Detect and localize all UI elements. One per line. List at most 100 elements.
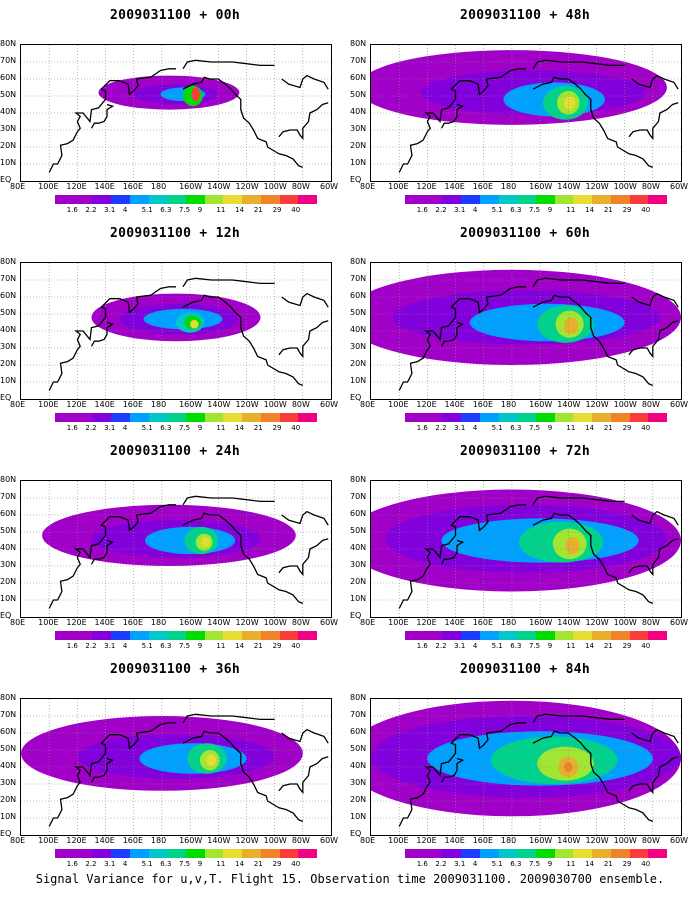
x-tick-label: 140E	[444, 182, 465, 191]
coastline	[281, 728, 329, 744]
x-tick-label: 180	[500, 836, 517, 845]
y-tick-label: 50N	[0, 308, 17, 317]
colorbar-label: 11	[566, 642, 576, 650]
x-tick-label: 140W	[207, 182, 231, 191]
x-tick-label: 80W	[291, 182, 310, 191]
x-tick-label: 160W	[179, 836, 203, 845]
variance-contour	[206, 754, 217, 767]
coastline	[532, 277, 625, 288]
coastline	[628, 756, 679, 795]
y-tick-label: 10N	[0, 158, 17, 167]
coastline	[278, 756, 329, 795]
variance-field	[371, 699, 681, 835]
colorbar-segment	[648, 631, 668, 640]
x-tick-label: 160W	[529, 836, 553, 845]
colorbar-segment	[186, 195, 206, 204]
y-tick-label: 40N	[350, 325, 367, 334]
coastline	[48, 286, 176, 391]
x-tick-label: 120E	[416, 182, 437, 191]
x-tick-label: 160E	[122, 618, 144, 627]
y-tick-label: EQ	[350, 611, 362, 620]
panel-title: 2009031100 + 36h	[109, 662, 241, 677]
coastline	[278, 320, 329, 359]
colorbar-label: 11	[566, 206, 576, 214]
colorbar-segment	[186, 631, 206, 640]
colorbar-segment	[148, 631, 168, 640]
colorbar-segment	[92, 195, 112, 204]
colorbar-label: 5.1	[141, 860, 153, 868]
y-tick-label: 40N	[350, 761, 367, 770]
colorbar-segment	[167, 849, 187, 858]
colorbar-label: 4	[122, 860, 128, 868]
colorbar-segment	[298, 195, 318, 204]
colorbar-label: 1.6	[416, 860, 428, 868]
colorbar-label: 7.5	[179, 860, 191, 868]
colorbar-label: 11	[216, 860, 226, 868]
x-tick-label: 180	[500, 618, 517, 627]
x-tick-label: 100W	[613, 400, 637, 409]
colorbar-segment	[204, 849, 224, 858]
variance-field	[21, 699, 331, 835]
x-tick-label: 140W	[207, 400, 231, 409]
colorbar	[55, 195, 318, 204]
colorbar-segment	[536, 631, 556, 640]
y-tick-label: 20N	[350, 577, 367, 586]
colorbar-segment	[517, 631, 537, 640]
y-tick-label: 60N	[0, 727, 17, 736]
y-tick-label: 80N	[0, 257, 17, 266]
x-tick-label: 160E	[472, 182, 494, 191]
y-tick-label: 60N	[350, 291, 367, 300]
colorbar-segment	[148, 195, 168, 204]
colorbar-label: 5.1	[141, 642, 153, 650]
variance-field	[371, 481, 681, 617]
colorbar-label: 11	[566, 860, 576, 868]
x-tick-label: 80E	[360, 836, 376, 845]
y-tick-label: 10N	[0, 376, 17, 385]
x-tick-label: 80W	[641, 182, 660, 191]
colorbar-segment	[129, 849, 150, 858]
coastline	[532, 495, 625, 506]
coastline	[48, 504, 176, 609]
map-area	[370, 262, 682, 400]
colorbar-segment	[260, 631, 281, 640]
colorbar-label: 9	[197, 206, 203, 214]
y-tick-label: 80N	[350, 257, 367, 266]
coastline	[90, 321, 115, 347]
colorbar-label: 1.6	[416, 424, 428, 432]
colorbar-segment	[498, 631, 518, 640]
y-tick-label: 30N	[0, 560, 17, 569]
colorbar-label: 1.6	[66, 424, 78, 432]
y-tick-label: EQ	[350, 829, 362, 838]
colorbar-segment	[242, 195, 262, 204]
colorbar-segment	[55, 849, 75, 858]
x-tick-label: 140W	[207, 836, 231, 845]
colorbar-segment	[260, 195, 281, 204]
colorbar-segment	[260, 849, 281, 858]
panel-title: 2009031100 + 84h	[459, 662, 591, 677]
variance-contour	[564, 317, 579, 335]
colorbar	[405, 413, 668, 422]
x-tick-label: 160W	[179, 618, 203, 627]
colorbar-segment	[536, 413, 556, 422]
colorbar	[55, 631, 318, 640]
y-tick-label: 30N	[350, 560, 367, 569]
coastline	[440, 757, 465, 783]
y-tick-label: 70N	[0, 710, 17, 719]
coastline	[398, 722, 526, 827]
colorbar-segment	[573, 413, 593, 422]
colorbar-label: 3.1	[454, 642, 466, 650]
colorbar-label: 4	[122, 206, 128, 214]
colorbar	[55, 849, 318, 858]
colorbar-label: 7.5	[179, 206, 191, 214]
x-tick-label: 120E	[66, 400, 87, 409]
colorbar-segment	[592, 631, 612, 640]
x-tick-label: 180	[500, 182, 517, 191]
coastline	[628, 320, 679, 359]
x-tick-label: 100E	[388, 618, 409, 627]
colorbar-segment	[242, 413, 262, 422]
colorbar-label: 9	[197, 642, 203, 650]
colorbar-segment	[129, 631, 150, 640]
x-tick-label: 80W	[291, 618, 310, 627]
y-tick-label: 30N	[350, 778, 367, 787]
colorbar-label: 3.1	[104, 860, 116, 868]
